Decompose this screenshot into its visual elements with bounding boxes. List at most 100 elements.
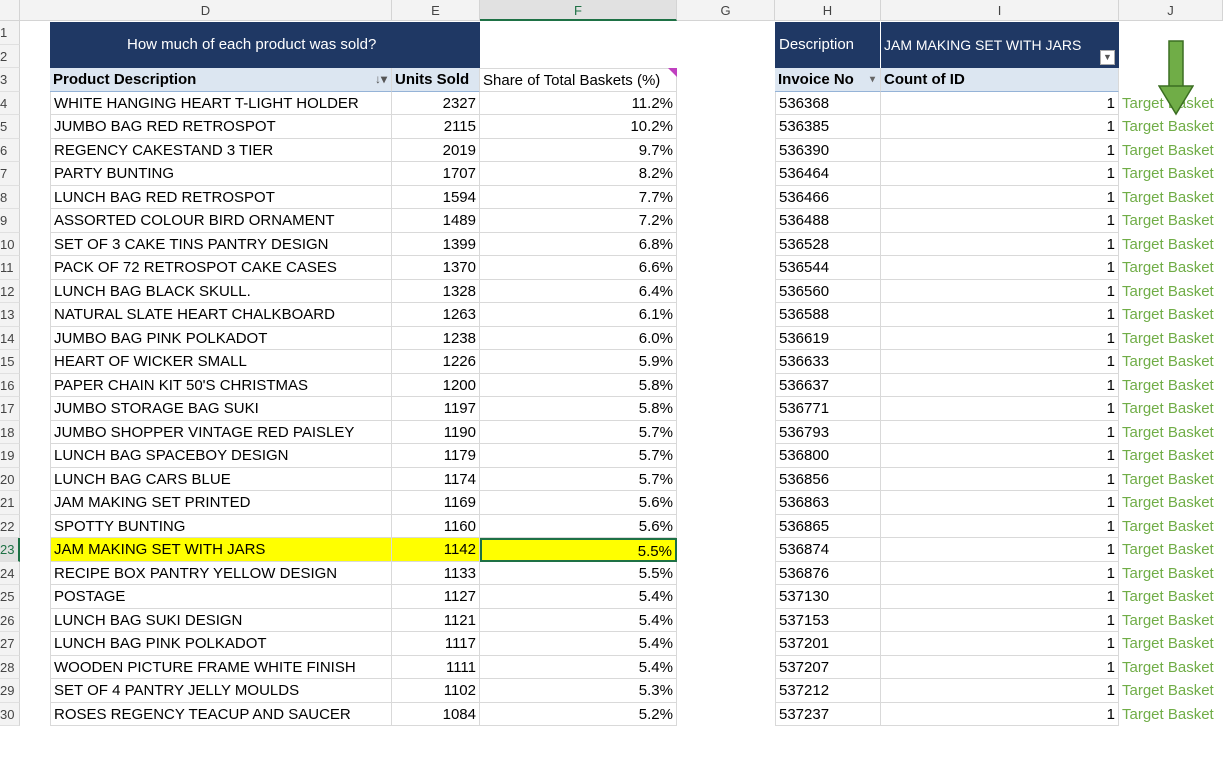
row-header[interactable]: 4 — [0, 91, 20, 115]
row-header[interactable]: 21 — [0, 491, 20, 515]
row-header[interactable]: 7 — [0, 162, 20, 186]
target-basket-cell[interactable]: Target Basket — [1122, 447, 1214, 464]
filter-label-cell[interactable]: Description — [775, 22, 881, 68]
units-sold-cell[interactable]: 2327 — [392, 91, 480, 115]
share-cell[interactable]: 9.7% — [480, 138, 677, 162]
invoice-no-cell[interactable]: 536466 — [775, 185, 881, 209]
units-sold-cell[interactable]: 1263 — [392, 303, 480, 327]
share-cell[interactable]: 5.9% — [480, 350, 677, 374]
share-cell[interactable]: 11.2% — [480, 91, 677, 115]
row-header[interactable]: 17 — [0, 397, 20, 421]
product-name-cell[interactable]: JUMBO BAG RED RETROSPOT — [50, 115, 392, 139]
column-header-I[interactable]: I — [881, 0, 1119, 21]
target-basket-cell[interactable]: Target Basket — [1122, 235, 1214, 253]
units-sold-cell[interactable]: 1179 — [392, 444, 480, 468]
share-cell[interactable]: 5.7% — [480, 467, 677, 491]
column-header-D[interactable]: D — [20, 0, 392, 21]
product-name-cell[interactable]: ASSORTED COLOUR BIRD ORNAMENT — [50, 209, 392, 233]
row-header[interactable]: 22 — [0, 514, 20, 538]
target-basket-cell[interactable]: Target Basket — [1122, 541, 1214, 558]
count-cell[interactable]: 1 — [881, 444, 1119, 468]
share-cell[interactable]: 6.8% — [480, 232, 677, 256]
target-basket-cell[interactable]: Target Basket — [1122, 611, 1214, 629]
invoice-no-cell[interactable]: 537201 — [775, 632, 881, 656]
row-header[interactable]: 9 — [0, 209, 20, 233]
column-header-H[interactable]: H — [775, 0, 881, 21]
invoice-no-cell[interactable]: 536390 — [775, 138, 881, 162]
share-cell[interactable]: 7.2% — [480, 209, 677, 233]
target-basket-cell[interactable]: Target Basket — [1122, 118, 1214, 135]
row-header[interactable]: 14 — [0, 326, 20, 350]
product-name-cell[interactable]: POSTAGE — [50, 585, 392, 609]
row-header[interactable]: 3 — [0, 68, 20, 92]
units-sold-cell[interactable]: 1238 — [392, 326, 480, 350]
count-cell[interactable]: 1 — [881, 514, 1119, 538]
share-cell[interactable]: 5.4% — [480, 655, 677, 679]
count-cell[interactable]: 1 — [881, 256, 1119, 280]
share-cell[interactable]: 5.2% — [480, 702, 677, 726]
target-basket-cell[interactable]: Target Basket — [1122, 705, 1214, 723]
share-cell[interactable]: 6.4% — [480, 279, 677, 303]
count-cell[interactable]: 1 — [881, 185, 1119, 209]
share-cell[interactable]: 5.5% — [480, 538, 677, 562]
sort-desc-icon[interactable]: ↓▾ — [374, 72, 387, 86]
count-cell[interactable]: 1 — [881, 232, 1119, 256]
share-cell[interactable]: 5.4% — [480, 585, 677, 609]
share-cell[interactable]: 5.8% — [480, 373, 677, 397]
units-sold-cell[interactable]: 1127 — [392, 585, 480, 609]
column-header-J[interactable]: J — [1119, 0, 1223, 21]
count-cell[interactable]: 1 — [881, 585, 1119, 609]
count-cell[interactable]: 1 — [881, 561, 1119, 585]
count-cell[interactable]: 1 — [881, 491, 1119, 515]
row-header[interactable]: 5 — [0, 115, 20, 139]
row-header[interactable]: 11 — [0, 256, 20, 280]
units-sold-cell[interactable]: 1707 — [392, 162, 480, 186]
count-cell[interactable]: 1 — [881, 655, 1119, 679]
invoice-no-cell[interactable]: 536874 — [775, 538, 881, 562]
count-cell[interactable]: 1 — [881, 702, 1119, 726]
product-name-cell[interactable]: LUNCH BAG SPACEBOY DESIGN — [50, 444, 392, 468]
count-cell[interactable]: 1 — [881, 397, 1119, 421]
row-header[interactable]: 20 — [0, 467, 20, 491]
count-cell[interactable]: 1 — [881, 162, 1119, 186]
target-basket-cell[interactable]: Target Basket — [1122, 517, 1214, 535]
invoice-no-cell[interactable]: 536368 — [775, 91, 881, 115]
count-cell[interactable]: 1 — [881, 303, 1119, 327]
column-header-F[interactable]: F — [480, 0, 677, 21]
share-cell[interactable]: 6.6% — [480, 256, 677, 280]
invoice-no-cell[interactable]: 536488 — [775, 209, 881, 233]
units-sold-cell[interactable]: 1084 — [392, 702, 480, 726]
row-header[interactable]: 13 — [0, 303, 20, 327]
units-sold-cell[interactable]: 1226 — [392, 350, 480, 374]
units-sold-cell[interactable]: 2115 — [392, 115, 480, 139]
target-basket-cell[interactable]: Target Basket — [1122, 682, 1214, 699]
units-sold-cell[interactable]: 2019 — [392, 138, 480, 162]
count-cell[interactable]: 1 — [881, 209, 1119, 233]
dropdown-icon[interactable]: ▾ — [869, 74, 875, 85]
product-name-cell[interactable]: NATURAL SLATE HEART CHALKBOARD — [50, 303, 392, 327]
units-sold-cell[interactable]: 1594 — [392, 185, 480, 209]
invoice-no-cell[interactable]: 536637 — [775, 373, 881, 397]
share-cell[interactable]: 10.2% — [480, 115, 677, 139]
row-header[interactable]: 26 — [0, 608, 20, 632]
units-sold-cell[interactable]: 1489 — [392, 209, 480, 233]
count-cell[interactable]: 1 — [881, 420, 1119, 444]
row-header[interactable]: 10 — [0, 232, 20, 256]
invoice-no-cell[interactable]: 537207 — [775, 655, 881, 679]
row-header[interactable]: 18 — [0, 420, 20, 444]
units-sold-cell[interactable]: 1370 — [392, 256, 480, 280]
product-name-cell[interactable]: LUNCH BAG RED RETROSPOT — [50, 185, 392, 209]
units-sold-cell[interactable]: 1399 — [392, 232, 480, 256]
units-sold-cell[interactable]: 1102 — [392, 679, 480, 703]
count-cell[interactable]: 1 — [881, 608, 1119, 632]
product-name-cell[interactable]: JAM MAKING SET WITH JARS — [50, 538, 392, 562]
product-name-cell[interactable]: SET OF 3 CAKE TINS PANTRY DESIGN — [50, 232, 392, 256]
share-cell[interactable]: 5.4% — [480, 608, 677, 632]
product-name-cell[interactable]: WOODEN PICTURE FRAME WHITE FINISH — [50, 655, 392, 679]
target-basket-cell[interactable]: Target Basket — [1122, 259, 1214, 276]
product-name-cell[interactable]: SPOTTY BUNTING — [50, 514, 392, 538]
units-sold-cell[interactable]: 1117 — [392, 632, 480, 656]
share-cell[interactable]: 6.1% — [480, 303, 677, 327]
units-sold-cell[interactable]: 1328 — [392, 279, 480, 303]
target-basket-cell[interactable]: Target Basket — [1122, 423, 1214, 441]
